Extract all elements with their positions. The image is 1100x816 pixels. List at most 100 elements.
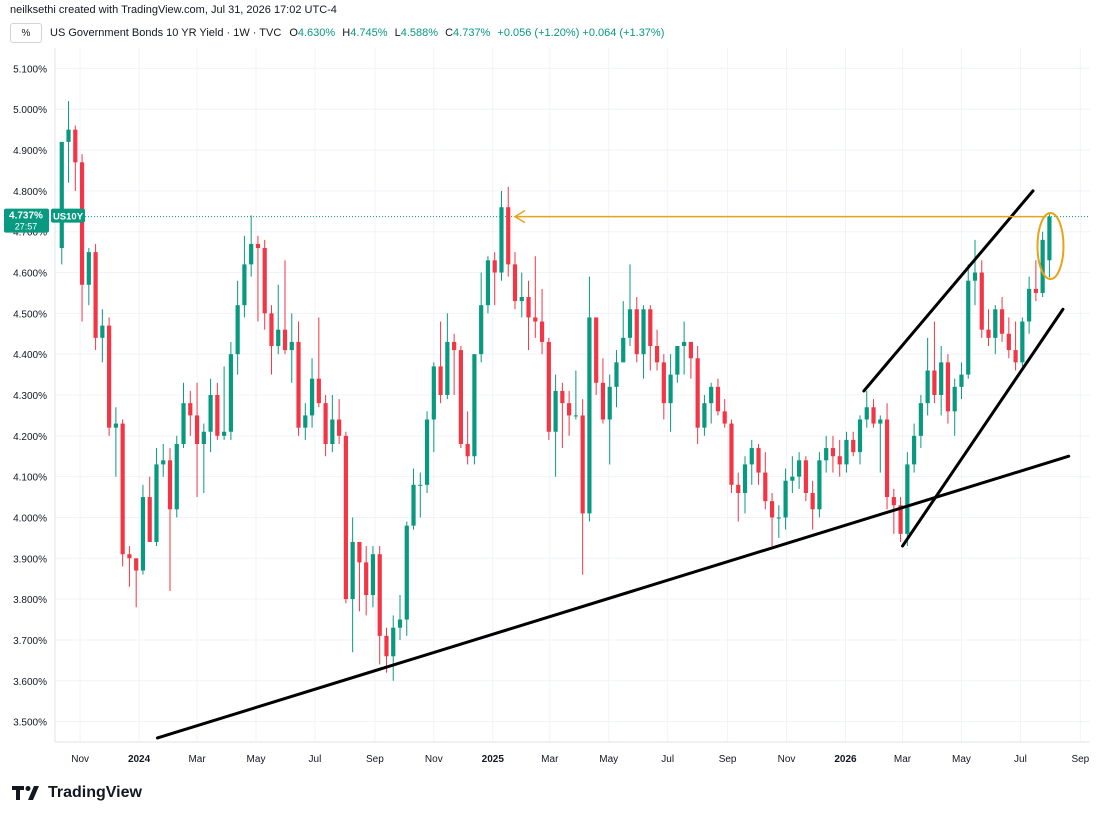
candle-body [208, 395, 213, 432]
candle-up [100, 309, 105, 363]
y-tick-label: 3.800% [13, 595, 47, 606]
candle-up [289, 313, 294, 383]
price-tag-bg [4, 208, 49, 233]
candle-up [391, 615, 396, 681]
candle-down [546, 337, 551, 440]
candle-up [309, 358, 315, 428]
candle-down [337, 399, 342, 444]
candle-down [661, 354, 666, 420]
candle-up [201, 423, 206, 493]
candle-body [249, 243, 254, 265]
candle-body [1020, 321, 1025, 363]
candle-body [452, 341, 457, 351]
candle-up [939, 346, 944, 416]
candlestick-chart[interactable]: 5.100% 5.000% 4.900% 4.800% 4.700% 4.600% 4.50… [0, 0, 1100, 780]
candle-down [93, 243, 98, 351]
candle-body [661, 362, 666, 404]
chart-credit: neilksethi created with TradingView.com,… [10, 4, 337, 16]
candle-body [797, 460, 802, 477]
candle-down [512, 252, 518, 310]
candle-body [499, 207, 504, 273]
candle-body [1033, 288, 1038, 293]
candle-up [249, 215, 254, 277]
candle-up [66, 101, 71, 183]
candle-body [1027, 288, 1032, 322]
candle-body [506, 207, 511, 265]
candle-up [905, 452, 910, 547]
candle-body [932, 370, 937, 395]
candle-body [181, 403, 186, 444]
candle-body [587, 317, 592, 514]
symbol-tag: US10Y [53, 212, 84, 223]
highlight-ellipse [1036, 211, 1065, 280]
candle-body [654, 346, 660, 363]
y-tick-label: 4.500% [13, 309, 47, 320]
candle-body [945, 362, 951, 412]
price-tag-value: 4.737% [9, 211, 43, 222]
candle-body [715, 386, 721, 412]
candle-down [580, 399, 585, 575]
candle-up [303, 403, 308, 440]
x-tick-label: Jul [1014, 754, 1027, 765]
candle-down [167, 448, 173, 591]
candle-body [891, 497, 896, 506]
percent-scale-button[interactable]: % [10, 23, 42, 43]
x-tick-label: Jul [661, 754, 674, 765]
candle-body [309, 378, 315, 416]
candle-down [769, 492, 775, 547]
candle-body [539, 321, 545, 342]
x-tick-label: Sep [719, 754, 737, 765]
candle-up [1027, 276, 1032, 334]
candle-body [824, 448, 829, 461]
candle-up [479, 272, 484, 363]
candle-up [181, 382, 186, 449]
candle-body [851, 439, 856, 453]
candle-body [404, 525, 409, 620]
candle-up [445, 313, 450, 400]
candle-body [871, 407, 876, 424]
candle-up [993, 305, 998, 355]
tradingview-brand[interactable]: TradingView [12, 784, 142, 802]
candle-body [1040, 239, 1045, 293]
candle-body [370, 554, 376, 596]
candle-down [316, 317, 321, 408]
candle-down [438, 321, 443, 404]
symbol-title[interactable]: US Government Bonds 10 YR Yield · 1W · T… [50, 27, 282, 39]
candle-body [594, 317, 599, 383]
y-tick-label: 5.000% [13, 105, 47, 116]
candle-body [695, 358, 700, 428]
candle-body [939, 362, 944, 395]
candle-up [222, 366, 227, 440]
candle-body [844, 439, 849, 465]
y-tick-label: 4.800% [13, 187, 47, 198]
candle-up [411, 468, 416, 530]
y-tick-label: 4.600% [13, 269, 47, 280]
candle-body [972, 272, 978, 281]
candle-body [621, 337, 626, 363]
candle-up [404, 521, 409, 636]
candle-up [952, 378, 957, 436]
candle-up [59, 141, 64, 265]
candle-down [458, 346, 463, 449]
candle-body [79, 162, 85, 285]
candle-body [465, 443, 470, 457]
candle-body [337, 419, 342, 436]
low-value: 4.588% [400, 27, 439, 39]
resistance-arrow-head [513, 209, 526, 224]
candle-up [959, 362, 964, 400]
candle-body [140, 497, 146, 571]
candle-body [742, 464, 748, 493]
candle-body [93, 252, 98, 338]
candle-down [343, 431, 348, 604]
candle-body [837, 456, 842, 465]
candle-down [634, 297, 639, 363]
candle-body [445, 341, 450, 395]
candle-body [627, 309, 633, 338]
candle-up [499, 190, 504, 281]
candle-down [357, 541, 362, 612]
candle-body [397, 619, 403, 628]
candle-down [215, 382, 220, 440]
candle-up [709, 382, 714, 424]
candle-body [154, 464, 159, 542]
candle-body [73, 129, 78, 163]
